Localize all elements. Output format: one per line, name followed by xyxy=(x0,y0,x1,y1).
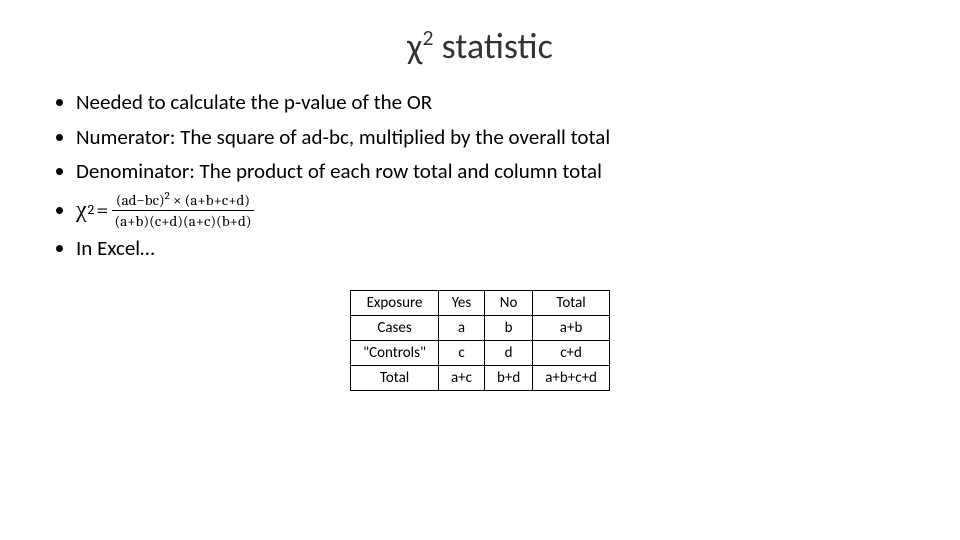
table-header-cell: Yes xyxy=(438,291,484,316)
formula-equals: = xyxy=(96,193,108,227)
bullet-item: Numerator: The square of ad-bc, multipli… xyxy=(76,121,912,154)
table-cell: a xyxy=(438,316,484,341)
table-cell: b xyxy=(484,316,532,341)
table-cell: a+c xyxy=(438,366,484,391)
chi-square-formula: χ2 = (ad−bc)2 × (a+b+c+d) (a+b)(c+d)(a+c… xyxy=(76,190,912,230)
table-cell: Cases xyxy=(351,316,439,341)
table-cell: a+b xyxy=(533,316,610,341)
formula-num-main: (ad−bc) xyxy=(116,191,165,209)
table-cell: d xyxy=(484,341,532,366)
title-symbol: χ xyxy=(407,24,422,68)
bullet-list: Needed to calculate the p-value of the O… xyxy=(52,86,912,264)
table-cell: b+d xyxy=(484,366,532,391)
table-row: Total a+c b+d a+b+c+d xyxy=(351,366,610,391)
table-header-cell: Total xyxy=(533,291,610,316)
formula-lhs-symbol: χ xyxy=(76,191,87,228)
table-cell: c+d xyxy=(533,341,610,366)
table-header-cell: No xyxy=(484,291,532,316)
table-cell: Total xyxy=(351,366,439,391)
table-cell: "Controls" xyxy=(351,341,439,366)
contingency-table: Exposure Yes No Total Cases a b a+b "Con… xyxy=(350,290,610,391)
bullet-item: In Excel… xyxy=(76,232,912,265)
bullet-formula: χ2 = (ad−bc)2 × (a+b+c+d) (a+b)(c+d)(a+c… xyxy=(76,190,912,230)
formula-fraction: (ad−bc)2 × (a+b+c+d) (a+b)(c+d)(a+c)(b+d… xyxy=(110,190,255,230)
table-cell: a+b+c+d xyxy=(533,366,610,391)
formula-numerator: (ad−bc)2 × (a+b+c+d) xyxy=(112,190,254,211)
contingency-table-wrap: Exposure Yes No Total Cases a b a+b "Con… xyxy=(48,290,912,391)
bullet-item: Needed to calculate the p-value of the O… xyxy=(76,86,912,119)
formula-num-tail: × (a+b+c+d) xyxy=(170,191,250,209)
bullet-item: Denominator: The product of each row tot… xyxy=(76,155,912,188)
formula-denominator: (a+b)(c+d)(a+c)(b+d) xyxy=(110,211,255,230)
slide: χ2 statistic Needed to calculate the p-v… xyxy=(0,0,960,540)
table-cell: c xyxy=(438,341,484,366)
table-row: "Controls" c d c+d xyxy=(351,341,610,366)
page-title: χ2 statistic xyxy=(48,24,912,68)
table-header-row: Exposure Yes No Total xyxy=(351,291,610,316)
title-rest: statistic xyxy=(433,24,552,68)
table-header-cell: Exposure xyxy=(351,291,439,316)
table-row: Cases a b a+b xyxy=(351,316,610,341)
title-superscript: 2 xyxy=(423,24,434,51)
formula-lhs-super: 2 xyxy=(88,199,95,221)
